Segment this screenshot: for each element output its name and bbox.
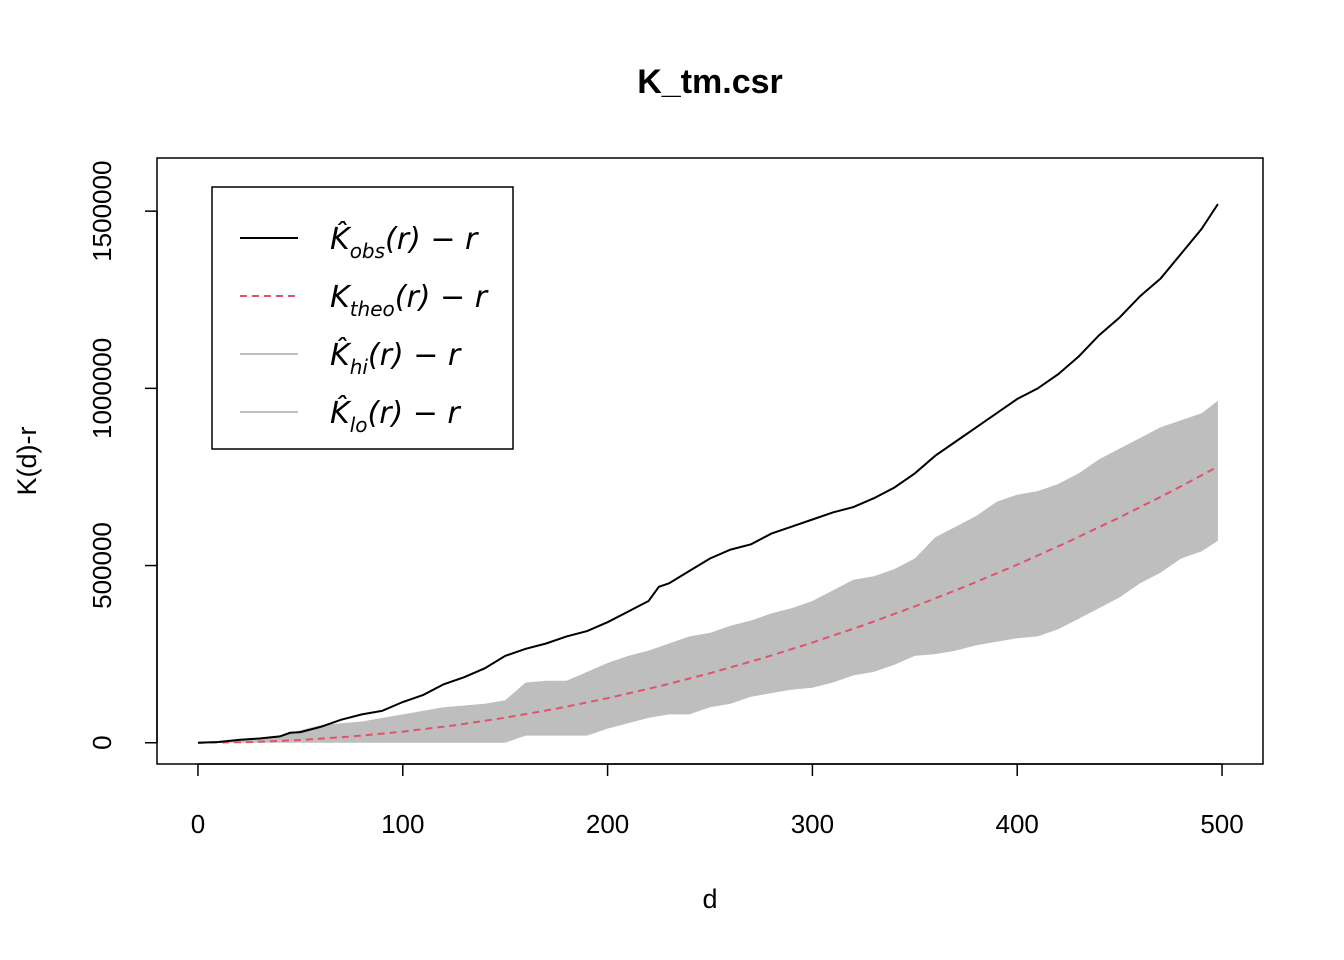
legend-box	[211, 186, 514, 450]
x-tick-label: 200	[586, 809, 629, 839]
legend-label-lo: K̂lo(r) − r	[330, 395, 461, 437]
legend-label-hi: K̂hi(r) − r	[330, 337, 462, 379]
legend-label-obs: K̂obs(r) − r	[330, 221, 479, 263]
x-tick-label: 400	[996, 809, 1039, 839]
x-tick-label: 500	[1200, 809, 1243, 839]
envelope-band	[198, 400, 1218, 743]
legend-label-theo: Ktheo(r) − r	[330, 280, 489, 321]
legend: K̂obs(r) − r Ktheo(r) − r K̂hi(r) − r K̂lo(…	[211, 186, 514, 450]
x-tick-label: 300	[791, 809, 834, 839]
series-line-obs	[197, 203, 1219, 744]
y-axis: 0 500000 1000000 1500000	[87, 161, 158, 750]
plot-area	[197, 203, 1219, 744]
x-axis-label: d	[702, 884, 717, 914]
y-tick-label: 1500000	[87, 161, 117, 262]
y-tick-label: 0	[87, 735, 117, 749]
series-line-theo	[197, 465, 1219, 744]
x-tick-label: 100	[381, 809, 424, 839]
x-axis: 0 100 200 300 400 500	[191, 763, 1244, 839]
y-tick-label: 1000000	[87, 338, 117, 439]
y-tick-label: 500000	[87, 522, 117, 609]
y-axis-label: K(d)-r	[12, 427, 42, 496]
chart-title: K_tm.csr	[637, 63, 783, 101]
x-tick-label: 0	[191, 809, 205, 839]
